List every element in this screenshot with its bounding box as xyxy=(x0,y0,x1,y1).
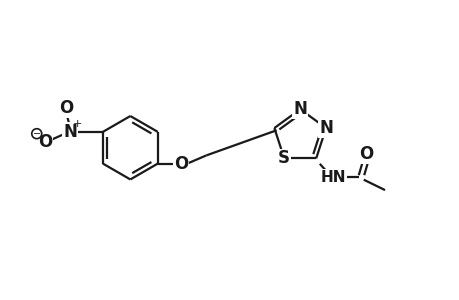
Text: O: O xyxy=(174,154,188,172)
Text: N: N xyxy=(319,119,332,137)
Text: −: − xyxy=(33,129,41,139)
Text: N: N xyxy=(63,123,77,141)
Text: N: N xyxy=(293,100,307,118)
Text: S: S xyxy=(278,149,290,167)
Text: O: O xyxy=(59,99,73,117)
Text: O: O xyxy=(38,133,52,151)
Text: HN: HN xyxy=(320,170,346,185)
Text: O: O xyxy=(358,145,372,163)
Text: +: + xyxy=(72,119,82,129)
